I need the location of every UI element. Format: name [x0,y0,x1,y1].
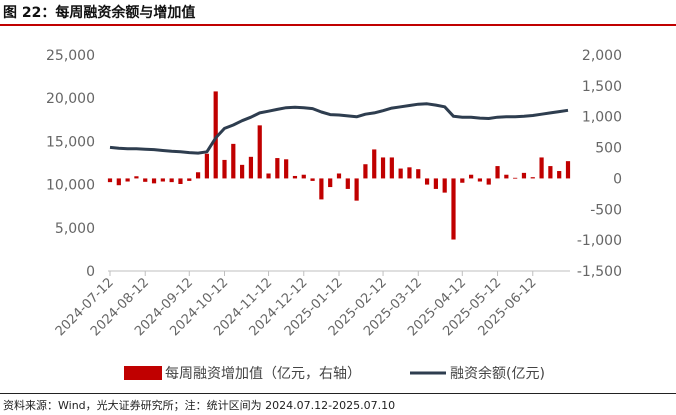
bar [222,159,227,179]
left-axis-ticks: 0 5,000 10,000 15,000 20,000 25,000 [46,48,95,280]
bar [240,164,245,179]
bar [178,178,183,184]
bar [169,178,174,183]
bar [530,177,535,179]
bar [389,157,394,179]
bar [398,168,403,179]
bar [513,177,518,179]
bar [442,178,447,193]
bar [284,159,289,179]
balance-line [109,102,569,155]
bar [204,153,209,179]
source-note: 资料来源：Wind，光大证券研究所；注：统计区间为 2024.07.12-202… [3,399,396,412]
right-tick-label: 1,000 [582,110,622,126]
x-axis-ticks: 2024-07-122024-08-122024-09-122024-10-12… [53,275,540,339]
bar [275,158,280,179]
bar [380,157,386,179]
title-rule [0,24,676,26]
right-axis-ticks: -1,500 -1,000 -500 0 500 1,000 1,500 2,000 [577,48,622,280]
bar [433,178,438,189]
right-tick-label: -1,500 [577,264,622,280]
bar [292,175,298,179]
bar [328,178,333,188]
bar [521,172,527,179]
bar [363,164,368,179]
bar [460,178,465,183]
bar [477,178,483,182]
left-tick-label: 20,000 [46,91,95,107]
line-series [109,102,569,155]
bar [187,178,192,181]
legend-bar-label: 每周融资增加值（亿元，右轴） [165,366,361,382]
bar [195,172,201,179]
bar [266,173,271,179]
legend-bar-swatch [124,366,162,380]
bar [301,174,306,179]
bar [416,169,421,179]
bar [336,173,342,179]
left-tick-label: 0 [86,264,95,280]
bar [319,178,324,200]
bar [486,178,491,185]
bar [125,178,130,182]
chart-axes [108,270,570,276]
bar [539,157,544,179]
footer-rule [0,393,676,394]
bar [424,178,430,185]
page-title: 图 22：每周融资余额与增加值 [3,5,196,21]
bar [557,171,562,179]
bar [565,161,571,179]
bar [231,143,236,179]
bar [345,178,350,189]
bar [451,178,456,240]
left-tick-label: 25,000 [46,48,95,64]
bar [504,174,509,179]
chart-legend: 每周融资增加值（亿元，右轴） 融资余额(亿元) [124,365,545,382]
right-tick-label: 1,500 [582,79,622,95]
right-tick-label: -500 [590,202,622,218]
bar [213,91,218,179]
bar [407,167,412,179]
right-tick-label: 2,000 [582,48,622,64]
right-tick-label: 0 [613,171,622,187]
bar [310,178,315,181]
bar [495,166,500,179]
bar [134,176,139,179]
bar [107,178,113,183]
bar [151,178,157,184]
bar [143,178,148,182]
bar [160,178,165,182]
bar [372,149,377,179]
bar [548,166,553,179]
left-tick-label: 15,000 [46,134,95,150]
bar [257,125,262,179]
right-tick-label: -1,000 [577,233,622,249]
bar [469,174,474,179]
bar [248,156,254,179]
bar-series [107,91,571,240]
bar [116,178,121,186]
bar [354,178,359,201]
right-tick-label: 500 [595,141,622,157]
legend-line-label: 融资余额(亿元) [450,365,545,382]
left-tick-label: 10,000 [46,178,95,194]
left-tick-label: 5,000 [55,221,95,237]
